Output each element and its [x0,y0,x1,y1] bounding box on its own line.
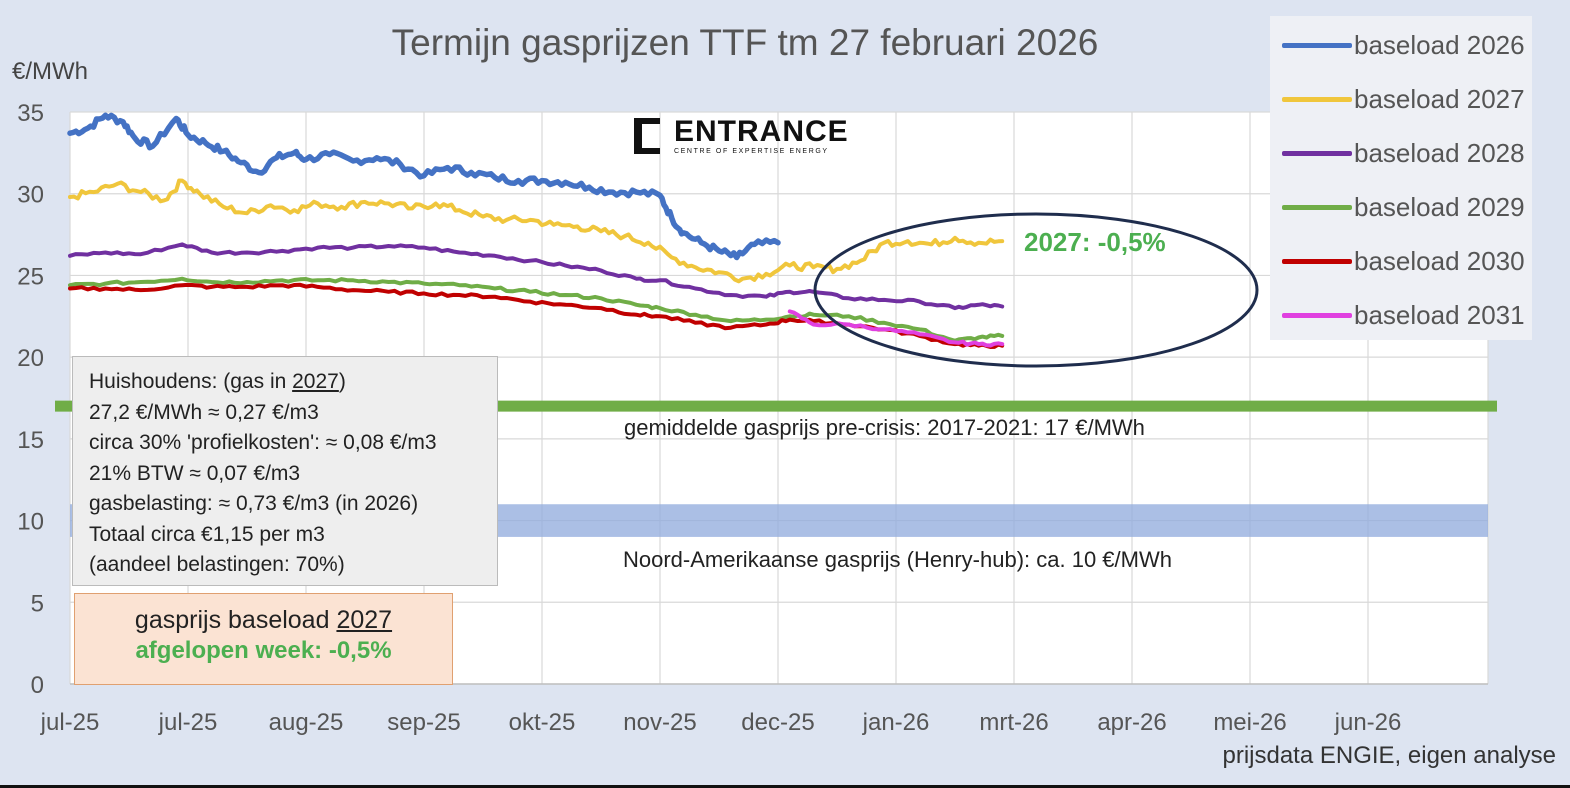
x-tick-label: nov-25 [623,709,696,736]
logo-subtitle: CENTRE OF EXPERTISE ENERGY [674,148,829,155]
info-line-3: circa 30% 'profielkosten': ≈ 0,08 €/m3 [89,431,437,454]
y-tick-label: 30 [17,182,44,209]
legend-swatch [1282,150,1352,156]
logo-name: ENTRANCE [674,115,849,148]
x-tick-label: apr-26 [1097,709,1166,736]
info-line-1: Huishoudens: (gas in 2027) [89,370,346,393]
x-tick-label: jul-25 [158,709,218,736]
legend-label: baseload 2026 [1354,29,1525,60]
series-line-baseload-2026 [67,112,781,261]
x-tick-label: sep-25 [387,709,460,736]
legend-item-baseload-2026: baseload 2026 [1282,30,1525,60]
info-line-6: Totaal circa €1,15 per m3 [89,522,325,546]
series-line-baseload-2028 [68,242,1005,311]
x-tick-label: jun-26 [1334,709,1402,736]
legend-label: baseload 2027 [1354,83,1525,114]
x-tick-label: mrt-26 [979,709,1048,736]
series-line-baseload-2029 [68,276,1005,343]
source-note: prijsdata ENGIE, eigen analyse [1222,742,1556,769]
y-tick-label: 15 [17,427,44,454]
chart-legend: baseload 2026 baseload 2027 baseload 2028 b… [1270,16,1532,340]
legend-swatch [1282,312,1352,318]
legend-swatch [1282,96,1352,102]
series-line-baseload-2031 [787,309,1005,348]
info-line-2: 27,2 €/MWh ≈ 0,27 €/m3 [89,400,319,424]
y-tick-label: 0 [31,672,44,699]
y-axis-unit: €/MWh [12,58,89,85]
info-line-4: 21% BTW ≈ 0,07 €/m3 [89,461,301,485]
x-tick-label: mei-26 [1213,709,1286,736]
pre-crisis-label: gemiddelde gasprijs pre-crisis: 2017-202… [624,415,1145,440]
legend-label: baseload 2030 [1354,245,1525,276]
chart-title: Termijn gasprijzen TTF tm 27 februari 20… [391,22,1099,63]
weekly-change-box: gasprijs baseload 2027 afgelopen week: -… [74,593,453,685]
x-tick-label: dec-25 [741,709,814,736]
weekly-change-value: afgelopen week: -0,5% [135,637,392,664]
legend-swatch [1282,204,1352,210]
legend-item-baseload-2028: baseload 2028 [1282,138,1525,168]
legend-label: baseload 2028 [1354,137,1525,168]
x-tick-label: jan-26 [862,709,930,736]
weekly-change-title: gasprijs baseload 2027 [134,606,393,634]
annotation-2027-change: 2027: -0,5% [1024,227,1166,257]
legend-item-baseload-2030: baseload 2030 [1282,246,1525,276]
x-tick-label: okt-25 [509,709,576,736]
info-line-7: (aandeel belastingen: 70%) [89,553,345,576]
legend-label: baseload 2031 [1354,299,1525,330]
legend-swatch [1282,42,1352,48]
legend-swatch [1282,258,1352,264]
legend-label: baseload 2029 [1354,191,1525,222]
henry-hub-label: Noord-Amerikaanse gasprijs (Henry-hub): … [623,547,1172,572]
y-tick-label: 35 [17,100,44,127]
y-tick-label: 5 [31,590,44,617]
y-tick-label: 25 [17,263,44,290]
highlight-ellipse [813,212,1259,368]
series-line-baseload-2027 [68,178,1005,284]
info-line-5: gasbelasting: ≈ 0,73 €/m3 (in 2026) [89,492,419,515]
y-tick-label: 10 [17,509,44,536]
legend-item-baseload-2027: baseload 2027 [1282,84,1525,114]
y-tick-label: 20 [17,345,44,372]
x-tick-label: aug-25 [269,709,344,736]
entrance-logo: ENTRANCE CENTRE OF EXPERTISE ENERGY [634,115,849,155]
logo-bracket-icon [634,118,660,154]
household-cost-box: Huishoudens: (gas in 2027) 27,2 €/MWh ≈ … [72,356,498,586]
legend-item-baseload-2031: baseload 2031 [1282,300,1525,330]
legend-item-baseload-2029: baseload 2029 [1282,192,1525,222]
x-tick-label: jul-25 [40,709,100,736]
